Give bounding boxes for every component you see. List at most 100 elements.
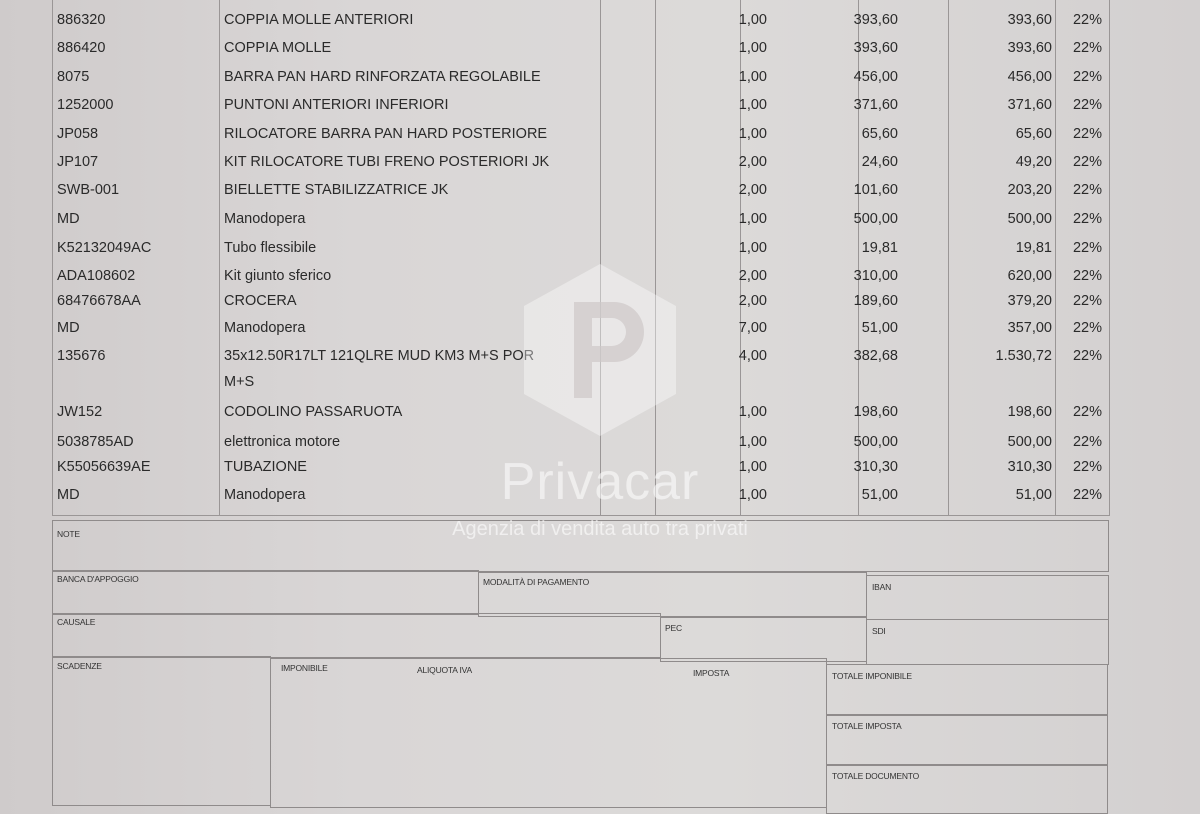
table-row: MD Manodopera 7,00 51,00 357,00 22% [52,314,1110,342]
item-quantity: 1,00 [738,12,767,28]
item-code: JP058 [57,126,99,142]
item-description: TUBAZIONE [224,459,307,475]
invoice-lines-table: 886320 COPPIA MOLLE ANTERIORI 1,00 393,60 39… [52,0,1110,516]
table-row: 886420 COPPIA MOLLE 1,00 393,60 393,60 22% [52,34,1110,62]
item-vat-rate: 22% [1072,240,1102,256]
table-row: 5038785AD elettronica motore 1,00 500,00 500… [52,428,1110,456]
item-vat-rate: 22% [1072,268,1102,284]
item-code: 886420 [57,40,106,56]
item-total: 357,00 [1007,320,1052,336]
item-description: CODOLINO PASSARUOTA [224,404,403,420]
item-description: BARRA PAN HARD RINFORZATA REGOLABILE [224,69,541,85]
item-code: MD [57,487,80,503]
column-divider [52,0,53,515]
note-box: NOTE [52,520,1109,572]
totale-documento-label: TOTALE DOCUMENTO [832,771,920,781]
item-vat-rate: 22% [1072,182,1102,198]
aliquota-iva-label: ALIQUOTA IVA [417,665,472,675]
table-row: JP058 RILOCATORE BARRA PAN HARD POSTERIOR… [52,120,1110,148]
item-quantity: 1,00 [738,434,767,450]
item-quantity: 1,00 [738,211,767,227]
totale-imposta-label: TOTALE IMPOSTA [832,721,902,731]
item-vat-rate: 22% [1072,459,1102,475]
item-quantity: 2,00 [738,293,767,309]
bank-box: BANCA D'APPOGGIO [52,570,479,615]
payment-method-label: MODALITÀ DI PAGAMENTO [483,577,590,587]
item-vat-rate: 22% [1072,348,1102,364]
item-code: K52132049AC [57,240,152,256]
item-description: Manodopera [224,320,306,336]
item-code: JP107 [57,154,99,170]
item-code: MD [57,211,80,227]
item-unit-price: 310,00 [853,268,898,284]
item-description: BIELLETTE STABILIZZATRICE JK [224,182,449,198]
item-unit-price: 500,00 [853,211,898,227]
item-total: 65,60 [1015,126,1052,142]
item-total: 1.530,72 [995,348,1052,364]
item-unit-price: 500,00 [853,434,898,450]
item-quantity: 1,00 [738,40,767,56]
imponibile-label: IMPONIBILE [281,663,328,673]
item-vat-rate: 22% [1072,154,1102,170]
item-code: 1252000 [57,97,114,113]
column-divider [219,0,220,515]
note-label: NOTE [57,529,80,539]
item-unit-price: 24,60 [861,154,898,170]
item-quantity: 7,00 [738,320,767,336]
table-row: 886320 COPPIA MOLLE ANTERIORI 1,00 393,60 39… [52,6,1110,34]
scadenze-label: SCADENZE [57,661,102,671]
iban-label: IBAN [872,582,892,592]
item-total: 310,30 [1007,459,1052,475]
payment-method-box: MODALITÀ DI PAGAMENTO [478,572,867,617]
item-code: 8075 [57,69,90,85]
item-code: 5038785AD [57,434,134,450]
item-description: COPPIA MOLLE ANTERIORI [224,12,414,28]
table-row: K55056639AE TUBAZIONE 1,00 310,30 310,30 22% [52,453,1110,481]
item-total: 500,00 [1007,211,1052,227]
item-description: Manodopera [224,211,306,227]
item-description: Manodopera [224,487,306,503]
item-unit-price: 310,30 [853,459,898,475]
item-quantity: 1,00 [738,487,767,503]
item-vat-rate: 22% [1072,97,1102,113]
totale-imponibile-label: TOTALE IMPONIBILE [832,671,912,681]
item-description-line2: M+S [224,374,255,390]
item-total: 456,00 [1007,69,1052,85]
item-code: 886320 [57,12,106,28]
item-unit-price: 393,60 [853,40,898,56]
item-unit-price: 19,81 [861,240,898,256]
table-row: K52132049AC Tubo flessibile 1,00 19,81 19,81… [52,234,1110,262]
item-total: 500,00 [1007,434,1052,450]
item-vat-rate: 22% [1072,293,1102,309]
item-total: 393,60 [1007,40,1052,56]
column-divider [948,0,949,515]
item-code: JW152 [57,404,103,420]
item-unit-price: 101,60 [853,182,898,198]
item-vat-rate: 22% [1072,69,1102,85]
item-total: 49,20 [1015,154,1052,170]
item-unit-price: 198,60 [853,404,898,420]
tax-summary-box: IMPONIBILE ALIQUOTA IVA IMPOSTA [270,658,827,808]
item-unit-price: 371,60 [853,97,898,113]
item-total: 393,60 [1007,12,1052,28]
table-row: ADA108602 Kit giunto sferico 2,00 310,00 620… [52,262,1110,290]
scadenze-box: SCADENZE [52,656,271,806]
pec-box: PEC [660,617,867,662]
item-vat-rate: 22% [1072,404,1102,420]
sdi-box: SDI [866,619,1109,665]
item-description: Kit giunto sferico [224,268,332,284]
column-divider [858,0,859,515]
item-vat-rate: 22% [1072,12,1102,28]
item-unit-price: 65,60 [861,126,898,142]
item-vat-rate: 22% [1072,434,1102,450]
table-row: 1252000 PUNTONI ANTERIORI INFERIORI 1,00 37… [52,91,1110,119]
table-row: MD Manodopera 1,00 500,00 500,00 22% [52,205,1110,233]
imposta-label: IMPOSTA [693,668,730,678]
item-quantity: 1,00 [738,69,767,85]
table-row: JP107 KIT RILOCATORE TUBI FRENO POSTERIOR… [52,148,1110,176]
item-quantity: 1,00 [738,404,767,420]
item-description: KIT RILOCATORE TUBI FRENO POSTERIORI JK [224,154,550,170]
totale-imposta-box: TOTALE IMPOSTA [826,714,1108,766]
bank-label: BANCA D'APPOGGIO [57,574,139,584]
table-row: 68476678AA CROCERA 2,00 189,60 379,20 22% [52,287,1110,315]
